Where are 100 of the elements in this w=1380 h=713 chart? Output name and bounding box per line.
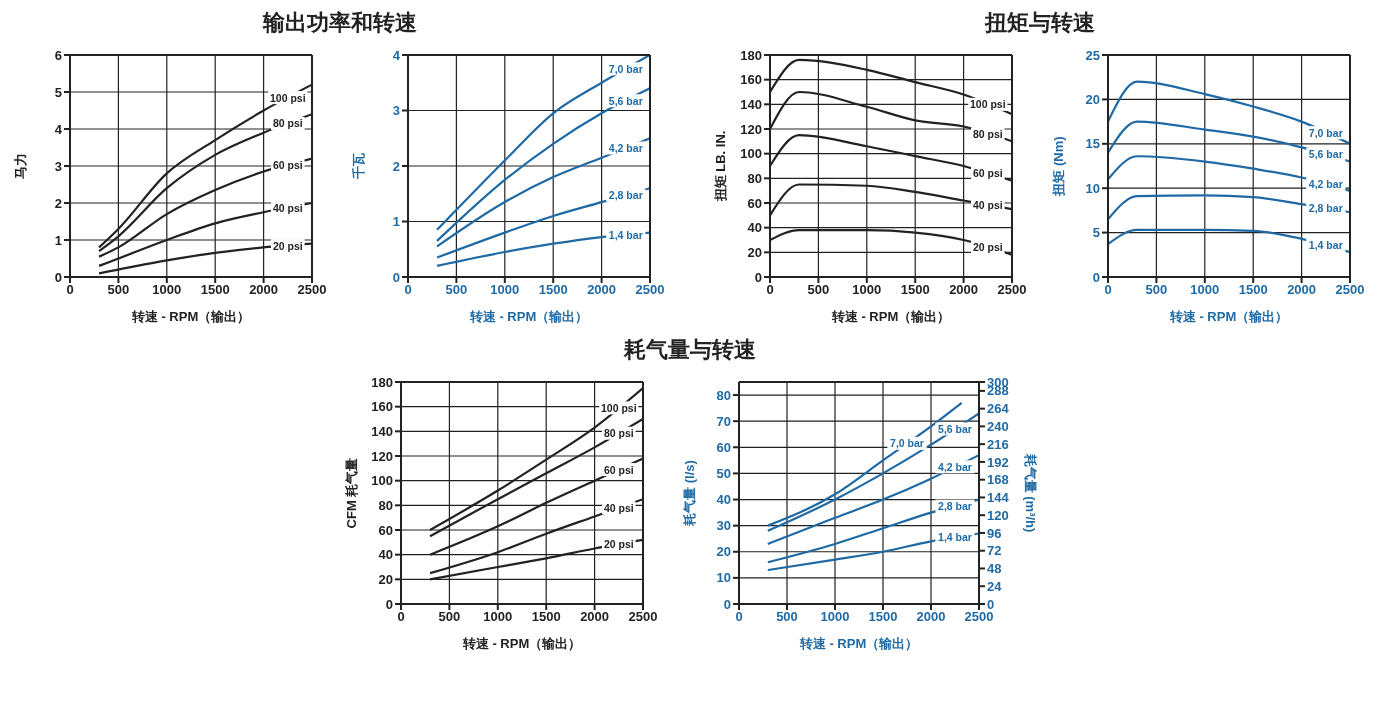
y-tick-label: 120 <box>740 121 762 137</box>
series-label: 1,4 bar <box>1308 239 1343 252</box>
series-label: 80 psi <box>972 127 1003 140</box>
series-label: 2,8 bar <box>608 189 643 202</box>
y2-tick-label: 48 <box>987 561 1002 577</box>
y-tick-label: 100 <box>740 146 762 162</box>
y2-tick-label: 240 <box>987 419 1009 435</box>
y2-tick-label: 192 <box>987 454 1009 470</box>
y-tick-label: 3 <box>54 158 62 174</box>
x-axis-title: 转速 - RPM（输出） <box>130 309 251 324</box>
y-tick-label: 60 <box>378 522 393 538</box>
y-tick-label: 60 <box>747 195 762 211</box>
series-label: 60 psi <box>272 159 303 172</box>
x-tick-label: 500 <box>1145 282 1168 298</box>
y-tick-label: 160 <box>371 399 393 415</box>
series-label: 4,2 bar <box>938 460 972 473</box>
x-tick-label: 2000 <box>1287 282 1317 298</box>
series-label: 5,6 bar <box>1308 148 1343 161</box>
x-tick-label: 0 <box>1104 282 1112 298</box>
y2-tick-label: 216 <box>987 436 1009 452</box>
x-tick-label: 1500 <box>538 282 568 298</box>
x-tick-label: 0 <box>766 282 774 298</box>
y-tick-label: 70 <box>716 413 731 429</box>
x-tick-label: 2000 <box>580 609 610 625</box>
series-label: 2,8 bar <box>938 500 972 513</box>
x-tick-label: 2000 <box>249 282 279 298</box>
y-tick-label: 20 <box>716 544 731 560</box>
x-tick-label: 1500 <box>531 609 561 625</box>
y-tick-label: 10 <box>1085 180 1100 196</box>
y-tick-label: 80 <box>716 387 731 403</box>
series-label: 40 psi <box>603 501 634 514</box>
y2-tick-label: 24 <box>987 578 1003 594</box>
y-tick-label: 0 <box>385 596 393 612</box>
y-tick-label: 50 <box>716 466 731 482</box>
series-label: 20 psi <box>272 239 303 252</box>
y-tick-label: 40 <box>716 492 731 508</box>
x-tick-label: 1500 <box>900 282 930 298</box>
y-axis-title: 马力 <box>12 153 28 179</box>
y2-tick-label: 0 <box>987 596 995 612</box>
x-axis-title: 转速 - RPM（输出） <box>798 636 919 651</box>
series-label: 5,6 bar <box>608 94 643 107</box>
x-tick-label: 500 <box>107 282 130 298</box>
series-label: 40 psi <box>272 201 303 214</box>
y-tick-label: 1 <box>54 232 62 248</box>
y-axis-title: 耗气量 (l/s) <box>681 460 697 527</box>
series-label: 100 psi <box>601 401 637 414</box>
y2-tick-label: 168 <box>987 472 1009 488</box>
x-tick-label: 2500 <box>297 282 327 298</box>
y-tick-label: 6 <box>54 47 62 63</box>
series-label: 80 psi <box>272 117 303 130</box>
series-label: 1,4 bar <box>608 228 643 241</box>
y-tick-label: 40 <box>747 220 762 236</box>
y2-tick-label: 264 <box>987 401 1010 417</box>
y2-tick-label: 144 <box>987 490 1010 506</box>
y-tick-label: 25 <box>1085 47 1100 63</box>
x-tick-label: 0 <box>66 282 74 298</box>
y-tick-label: 0 <box>54 269 62 285</box>
y2-tick-label: 120 <box>987 507 1009 523</box>
text: 耗气量与转速 <box>624 336 756 364</box>
series-label: 7,0 bar <box>890 437 924 450</box>
series-label: 100 psi <box>970 98 1006 111</box>
series-label: 2,8 bar <box>1308 202 1343 215</box>
chart-title: 扭矩与转速 <box>985 9 1095 37</box>
y-tick-label: 80 <box>378 497 393 513</box>
series-label: 4,2 bar <box>608 141 643 154</box>
x-tick-label: 1000 <box>152 282 182 298</box>
series-label: 80 psi <box>603 427 634 440</box>
x-tick-label: 2000 <box>949 282 979 298</box>
x-tick-label: 500 <box>807 282 830 298</box>
x-tick-label: 2000 <box>916 609 946 625</box>
x-tick-label: 1000 <box>820 609 850 625</box>
x-tick-label: 2500 <box>964 609 994 625</box>
y-tick-label: 5 <box>54 84 62 100</box>
y-tick-label: 10 <box>716 570 731 586</box>
x-axis-title: 转速 - RPM（输出） <box>1168 309 1289 324</box>
x-axis-title: 转速 - RPM（输出） <box>461 636 582 651</box>
y-tick-label: 30 <box>716 518 731 534</box>
y2-tick-label: 96 <box>987 525 1002 541</box>
y-tick-label: 120 <box>371 448 393 464</box>
x-tick-label: 0 <box>404 282 412 298</box>
y-tick-label: 4 <box>54 121 63 137</box>
y-tick-label: 0 <box>1092 269 1100 285</box>
x-tick-label: 2500 <box>997 282 1027 298</box>
y-tick-label: 100 <box>371 473 393 489</box>
x-tick-label: 1500 <box>200 282 230 298</box>
x-tick-label: 1000 <box>852 282 882 298</box>
y-tick-label: 20 <box>378 571 393 587</box>
x-tick-label: 2000 <box>587 282 617 298</box>
y-tick-label: 0 <box>392 269 400 285</box>
y-tick-label: 2 <box>54 195 62 211</box>
y-tick-label: 140 <box>371 423 393 439</box>
y-axis-title: 扭矩 (Nm) <box>1050 136 1066 197</box>
y-tick-label: 140 <box>740 96 762 112</box>
x-tick-label: 500 <box>776 609 798 625</box>
y-tick-label: 0 <box>723 596 731 612</box>
series-label: 100 psi <box>270 91 306 104</box>
x-tick-label: 500 <box>445 282 468 298</box>
y-tick-label: 15 <box>1085 136 1100 152</box>
x-tick-label: 1000 <box>483 609 513 625</box>
series-label: 7,0 bar <box>1308 126 1343 139</box>
